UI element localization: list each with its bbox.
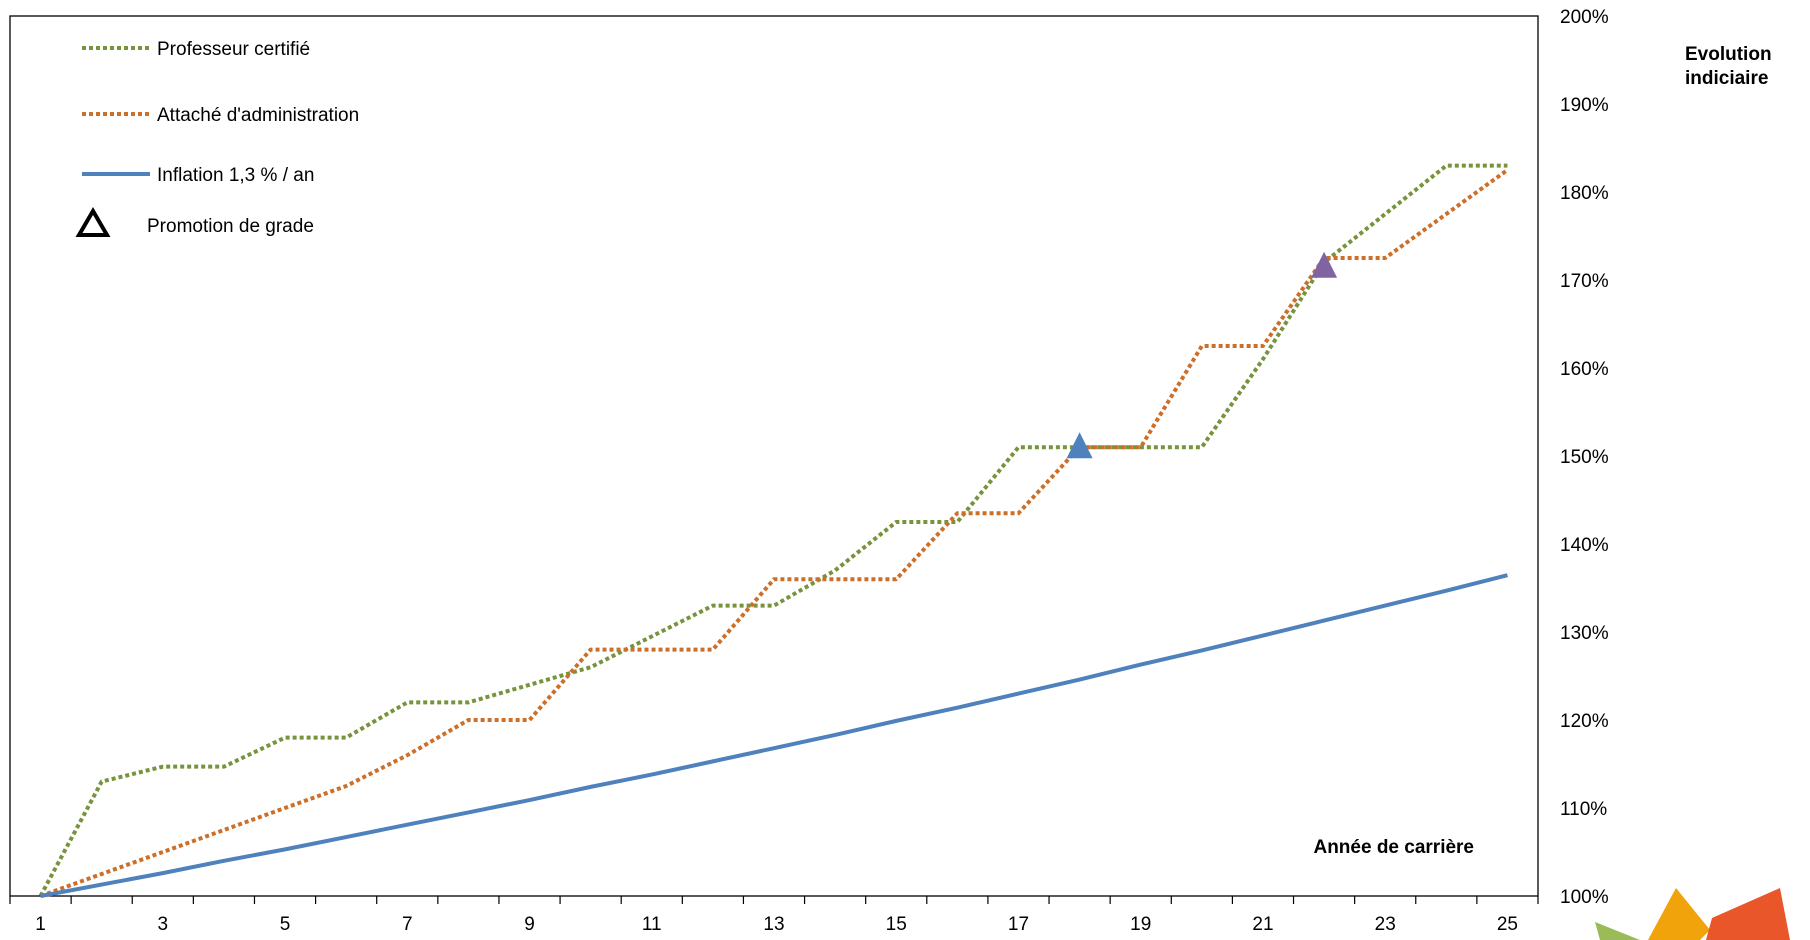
x-tick-label: 23 xyxy=(1375,914,1396,935)
x-tick-label: 13 xyxy=(763,914,784,935)
series-layer xyxy=(38,163,1509,898)
y-tick-label: 120% xyxy=(1560,711,1609,732)
y-tick-label: 180% xyxy=(1560,183,1609,204)
x-tick-label: 15 xyxy=(886,914,907,935)
legend-triangle-symbol xyxy=(75,207,111,237)
y-tick-label: 130% xyxy=(1560,623,1609,644)
x-axis-title: Année de carrière xyxy=(1313,837,1474,858)
legend-label: Inflation 1,3 % / an xyxy=(157,165,314,186)
x-axis: 1 3 5 7 9 11 13 15 17 19 21 23 25 xyxy=(9,896,1539,935)
plot-area xyxy=(9,15,1539,897)
promotion-marker xyxy=(1311,251,1338,278)
legend-label: Professeur certifié xyxy=(157,39,310,60)
x-tick-label: 11 xyxy=(642,914,662,935)
y-tick-label: 100% xyxy=(1560,887,1609,908)
marker-layer xyxy=(1066,251,1338,459)
x-tick-label: 25 xyxy=(1497,914,1518,935)
y-axis-title-line-1: Evolution xyxy=(1685,44,1772,65)
x-tick-label: 21 xyxy=(1252,914,1273,935)
x-tick-label: 9 xyxy=(524,914,535,935)
series-line xyxy=(38,163,1508,897)
y-axis-title: Evolution indiciaire xyxy=(1685,44,1777,89)
x-tick-label: 7 xyxy=(402,914,413,935)
legend-label: Promotion de grade xyxy=(147,216,314,237)
x-tick-label: 3 xyxy=(158,914,169,935)
y-tick-label: 160% xyxy=(1560,359,1609,380)
y-tick-label: 190% xyxy=(1560,95,1609,116)
logo-mark xyxy=(1595,888,1790,940)
y-tick-label: 170% xyxy=(1560,271,1609,292)
series-line xyxy=(40,573,1508,898)
x-tick-label: 17 xyxy=(1008,914,1029,935)
y-tick-label: 140% xyxy=(1560,535,1609,556)
y-axis-title-line-2: indiciaire xyxy=(1685,68,1768,89)
promotion-marker xyxy=(1066,432,1093,459)
x-tick-label: 19 xyxy=(1130,914,1151,935)
logo-red-shard xyxy=(1706,888,1790,940)
series-line xyxy=(39,168,1509,898)
y-tick-label: 200% xyxy=(1560,7,1609,28)
logo-orange-shard xyxy=(1648,888,1710,940)
x-tick-label: 1 xyxy=(35,914,46,935)
logo-green-shard xyxy=(1595,922,1640,940)
legend: Professeur certifié Attaché d'administrat… xyxy=(75,39,359,237)
legend-label: Attaché d'administration xyxy=(157,105,359,126)
y-tick-label: 150% xyxy=(1560,447,1609,468)
y-axis: 100% 110% 120% 130% 140% 150% 160% 170% 180% 190%… xyxy=(1560,7,1609,908)
x-tick-label: 5 xyxy=(280,914,291,935)
y-tick-label: 110% xyxy=(1560,799,1607,820)
